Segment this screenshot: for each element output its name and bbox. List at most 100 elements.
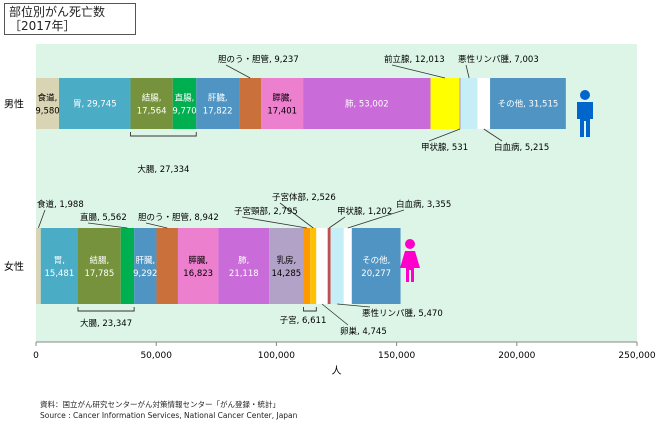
x-tick-label: 50,000 (140, 351, 172, 361)
segment-label: その他, (362, 255, 390, 266)
bar-segment (172, 78, 197, 129)
bar-segment (490, 78, 566, 129)
segment-label: その他, 31,515 (498, 99, 559, 110)
segment-label: 肝臓, (208, 93, 228, 104)
bar-segment (330, 228, 344, 304)
group-label: 子宮, 6,611 (280, 315, 327, 326)
bar-segment (36, 78, 60, 129)
callout-label: 卵巣, 4,745 (340, 326, 387, 337)
leader-line (87, 222, 128, 229)
leader-line (483, 128, 503, 142)
bar-segment (218, 228, 270, 304)
bar-segment (77, 228, 121, 304)
bar-segment (310, 228, 317, 304)
female-person-icon (400, 239, 420, 282)
leader-line (337, 303, 371, 308)
bar-segment (343, 228, 352, 304)
segment-value-label: 16,823 (183, 269, 213, 279)
bar-segment (351, 228, 401, 304)
bar-segment (303, 78, 431, 129)
source-note: 資料：国立がん研究センターがん対策情報センター「がん登録・統計」 Source … (40, 399, 297, 421)
callout-label: 子宮頸部, 2,795 (234, 206, 298, 217)
segment-label: 膵臓, (272, 93, 292, 104)
callout-label: 白血病, 5,215 (494, 142, 549, 153)
segment-label: 膵臓, (188, 255, 208, 266)
x-tick-label: 250,000 (618, 351, 655, 361)
bar-segment (477, 78, 491, 129)
bar-segment (120, 228, 135, 304)
leader-line (225, 64, 251, 79)
female-body (400, 251, 420, 282)
bar-segment (59, 78, 131, 129)
segment-label: 胃, (54, 256, 65, 266)
segment-value-label: 17,401 (267, 107, 297, 117)
leader-line (321, 303, 349, 326)
callout-label: 悪性リンパ腫, 5,470 (362, 308, 443, 319)
segment-label: 結腸, (90, 255, 110, 266)
title-box: 部位別がん死亡数 ［2017年］ (4, 3, 136, 35)
male-body (577, 102, 593, 137)
segment-value-label: 9,770 (172, 107, 196, 117)
male-head (580, 90, 590, 100)
segment-label: 肺, (238, 256, 249, 266)
callout-label: 悪性リンパ腫, 7,003 (458, 54, 539, 65)
callout-label: 子宮体部, 2,526 (272, 192, 336, 203)
x-axis-label: 人 (332, 365, 342, 377)
segment-label: 胃, 29,745 (73, 100, 117, 110)
segment-label: 肝臓, (135, 255, 155, 266)
leader-line (391, 64, 446, 79)
chart-title: 部位別がん死亡数 (9, 5, 106, 19)
segment-label: 食道, (38, 93, 58, 104)
bar-segment (36, 228, 41, 304)
segment-value-label: 21,118 (229, 269, 259, 279)
segment-label: 乳房, (276, 255, 296, 266)
segment-value-label: 14,285 (271, 269, 301, 279)
segment-value-label: 9,580 (35, 107, 59, 117)
bar-segment (177, 228, 219, 304)
category-label: 男性 (4, 98, 24, 111)
source-line-en: Source : Cancer Information Services, Na… (40, 411, 298, 420)
segment-label: 肺, 53,002 (345, 100, 389, 110)
x-tick-label: 150,000 (378, 351, 415, 361)
bar-segment (303, 228, 311, 304)
segment-value-label: 17,564 (137, 107, 167, 117)
leader-line (38, 209, 46, 229)
female-head (405, 239, 415, 249)
bar-segment (316, 228, 328, 304)
bar-segment (327, 228, 331, 304)
bar-segment (130, 78, 173, 129)
callout-label: 胆のう・胆管, 8,942 (138, 212, 219, 223)
group-bracket (77, 307, 135, 312)
segment-value-label: 9,292 (133, 269, 157, 279)
segment-value-label: 15,481 (45, 269, 75, 279)
callout-label: 食道, 1,988 (37, 199, 84, 210)
bar-segment (460, 78, 478, 129)
x-tick-label: 0 (33, 351, 39, 361)
callouts: 胆のう・胆管, 9,237 前立腺, 12,013 悪性リンパ腫, 7,003 甲状腺… (37, 54, 549, 337)
bar-segment (196, 78, 240, 129)
callout-label: 直腸, 5,562 (80, 212, 127, 223)
group-label: 大腸, 27,334 (137, 164, 189, 175)
bar-segment (261, 78, 304, 129)
leader-line (428, 128, 461, 142)
callout-label: 甲状腺, 531 (421, 142, 468, 153)
male-person-icon (577, 90, 593, 137)
leader-line (465, 64, 470, 79)
bar-segment (430, 78, 460, 129)
bars (36, 78, 566, 304)
leader-line (241, 216, 307, 229)
segment-label: 結腸, (142, 93, 162, 104)
bar-segment (269, 228, 304, 304)
leader-line (279, 202, 314, 229)
bar-segment (239, 78, 262, 129)
icons (400, 90, 593, 282)
callout-label: 胆のう・胆管, 9,237 (218, 54, 299, 65)
leader-line (347, 209, 405, 229)
segment-value-label: 20,277 (361, 269, 391, 279)
leader-line (328, 216, 346, 229)
group-bracket (130, 132, 197, 137)
bar-segment (459, 78, 461, 129)
category-label: 女性 (4, 260, 24, 273)
chart-subtitle: ［2017年］ (9, 19, 76, 33)
